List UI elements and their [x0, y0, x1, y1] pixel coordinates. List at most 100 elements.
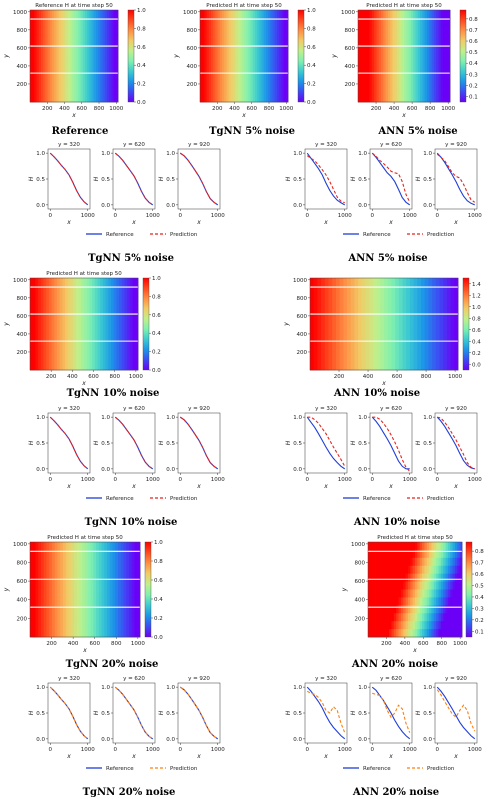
heatmap-tgnn-20-cell [87, 542, 91, 551]
lines-ann-5-xtick-label: 0 [371, 213, 375, 219]
heatmap-ann-5-colorbar-label: 0.2 [469, 83, 478, 89]
heatmap-ann-5-cell [438, 94, 442, 103]
heatmap-ann-20-cell [398, 581, 402, 590]
heatmap-ann-5-cell [378, 94, 382, 103]
heatmap-tgnn-5-cell [261, 48, 265, 57]
heatmap-ann-5-cell [445, 86, 449, 95]
heatmap-ann-5-cell [367, 63, 370, 72]
heatmap-reference-cell [65, 10, 68, 19]
heatmap-reference-cell [102, 79, 106, 88]
heatmap-tgnn-20-cell [82, 605, 86, 614]
heatmap-ann-10-cell [328, 285, 333, 294]
heatmap-reference-cell [36, 79, 40, 88]
heatmap-tgnn-20-cell [109, 597, 113, 606]
heatmap-ann-5-cell [408, 17, 412, 26]
heatmap-ann-10-cell [439, 362, 444, 371]
heatmap-ann-20-cell [410, 581, 414, 590]
heatmap-ann-20-cell [426, 542, 430, 551]
heatmap-tgnn-20-cell [49, 542, 53, 551]
heatmap-tgnn-20-cell [35, 597, 39, 606]
heatmap-ann-5-cell [367, 17, 370, 26]
heatmap-tgnn-10-cell [57, 308, 61, 317]
heatmap-ann-10-cell [391, 316, 396, 325]
heatmap-reference-cell [89, 63, 92, 72]
heatmap-reference-cell [30, 40, 33, 49]
heatmap-ann-20-cell [412, 589, 416, 598]
heatmap-tgnn-5-cell [257, 10, 260, 19]
lines-tgnn-10-panel-title: y = 320 [58, 406, 80, 412]
heatmap-ann-20-cell [433, 549, 437, 559]
heatmap-ann-20-cell [445, 557, 449, 567]
heatmap-ann-20-cell [375, 629, 378, 638]
heatmap-tgnn-5-cell [239, 94, 243, 103]
heatmap-ann-5-cell [364, 94, 368, 103]
heatmap-tgnn-10-cell [135, 308, 139, 317]
heatmap-reference-colorbar-label: 0.6 [137, 45, 146, 51]
heatmap-reference-cell [58, 10, 62, 19]
heatmap-reference-cell [67, 33, 70, 42]
heatmap-reference-cell [102, 86, 106, 95]
heatmap-tgnn-10-cell [127, 316, 131, 325]
heatmap-ann-5-cell [383, 10, 386, 19]
heatmap-tgnn-20-cell [79, 549, 83, 559]
heatmap-tgnn-20-cell [93, 549, 97, 559]
lines-ann-10-ytick-label: 0.0 [358, 467, 367, 473]
heatmap-tgnn-20-cell [129, 549, 133, 559]
heatmap-ann-20-cell [440, 621, 444, 630]
heatmap-tgnn-20-cell [90, 565, 94, 575]
heatmap-ann-5-cell [433, 94, 437, 103]
heatmap-tgnn-10-cell [57, 347, 61, 356]
heatmap-tgnn-5-cell [259, 17, 262, 26]
heatmap-tgnn-20-cell [126, 542, 130, 551]
heatmap-ann-20-cell [459, 621, 463, 630]
heatmap-reference-cell [113, 17, 117, 26]
heatmap-tgnn-5-cell [283, 94, 287, 103]
heatmap-tgnn-20-cell [65, 629, 69, 638]
heatmap-tgnn-5-cell [257, 33, 260, 42]
heatmap-tgnn-5-cell [270, 33, 273, 42]
heatmap-ann-10-cell [350, 278, 355, 287]
heatmap-reference-cell [54, 79, 57, 88]
heatmap-tgnn-20-cell [41, 581, 45, 590]
heatmap-tgnn-10-cell [32, 285, 36, 294]
heatmap-ann-10-cell [395, 316, 400, 325]
heatmap-reference-cell [63, 48, 66, 57]
heatmap-ann-20-cell [433, 605, 437, 614]
heatmap-tgnn-10-xlabel: x [81, 380, 86, 387]
heatmap-ann-20-cell [405, 605, 409, 614]
heatmap-tgnn-20-cell [93, 629, 97, 638]
heatmap-tgnn-5-cell [228, 17, 232, 26]
lines-tgnn-5-prediction-line [179, 152, 219, 206]
heatmap-reference-cell [58, 33, 62, 42]
heatmap-reference-cell [45, 94, 48, 103]
heatmap-ann-10-cell [358, 324, 363, 333]
heatmap-ann-10-cell [380, 301, 385, 310]
heatmap-reference-cell [65, 71, 68, 80]
heatmap-ann-20-cell [417, 542, 421, 551]
heatmap-tgnn-5-cell [222, 56, 225, 65]
heatmap-ann-5-cell [417, 40, 421, 49]
heatmap-reference-cell [30, 86, 33, 95]
heatmap-tgnn-20-cell [107, 565, 111, 575]
heatmap-ann-10-cell [384, 339, 389, 348]
heatmap-ann-5-cell [362, 86, 366, 95]
heatmap-ann-5-xtick-label: 1000 [441, 106, 455, 112]
heatmap-ann-5-cell [420, 56, 423, 65]
heatmap-reference-cell [107, 40, 110, 49]
heatmap-tgnn-5-cell [222, 94, 225, 103]
heatmap-tgnn-10-cell [59, 339, 63, 348]
heatmap-ann-10-cell [361, 285, 366, 294]
heatmap-ann-10-cell [450, 316, 455, 325]
heatmap-ann-10-cell [347, 362, 352, 371]
heatmap-ann-10-xtick-label: 400 [363, 374, 374, 380]
heatmap-ann-5-cell [417, 71, 421, 80]
heatmap-ann-20-cell [384, 542, 388, 551]
heatmap-reference-cell [100, 48, 103, 57]
heatmap-ann-10-cell [421, 324, 426, 333]
heatmap-ann-10-cell [450, 278, 455, 287]
lines-ann-5-xlabel: x [323, 219, 328, 226]
heatmap-reference-cell [109, 86, 112, 95]
heatmap-tgnn-5-cell [239, 86, 243, 95]
heatmap-ann-5-cell [381, 63, 384, 72]
